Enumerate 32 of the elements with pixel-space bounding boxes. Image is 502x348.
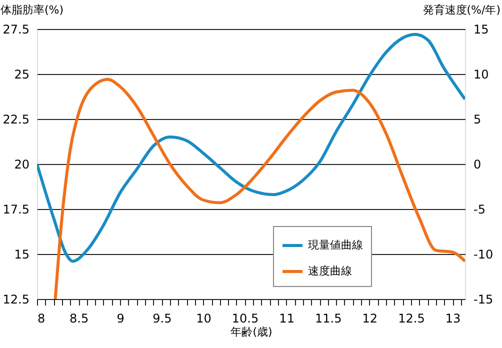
y2-tick-label: -5 [474,202,486,216]
y2-tick-label: -15 [474,292,494,306]
y-tick-label: 22.5 [2,112,30,126]
y2-tick-label: -10 [474,248,494,262]
x-axis-title: 年齢(歳) [230,326,272,338]
y2-tick-label: 15 [474,22,489,36]
y-tick-label: 17.5 [2,202,30,216]
x-tick-label: 11.5 [315,312,342,326]
y2-tick-label: 10 [474,68,489,82]
y-tick-label: 12.5 [2,292,30,306]
y-axis-title: 体脂肪率(%) [0,4,64,16]
legend-label: 速度曲線 [308,264,352,278]
x-tick-label: 10.5 [232,312,259,326]
line-series [54,78,465,299]
x-tick-label: 8 [38,312,46,326]
y-tick-label: 27.5 [2,22,30,36]
y2-tick-label: 5 [474,112,482,126]
y2-axis-title: 発育速度(%/年) [422,4,500,16]
y2-tick-label: 0 [474,158,482,172]
x-tick-label: 9.5 [152,312,172,326]
x-tick-label: 11 [279,312,294,326]
x-tick-label: 12 [362,312,378,326]
legend-label: 現量値曲線 [308,238,363,252]
x-tick-label: 12.5 [398,312,425,326]
x-tick-label: 9 [116,312,124,326]
x-tick-label: 13 [445,312,461,326]
x-tick-label: 8.5 [70,312,89,326]
x-tick-label: 10 [196,312,212,326]
y-tick-label: 15 [14,248,30,262]
y-tick-label: 25 [14,68,30,82]
y-tick-label: 20 [14,158,30,172]
line-series [37,32,465,263]
